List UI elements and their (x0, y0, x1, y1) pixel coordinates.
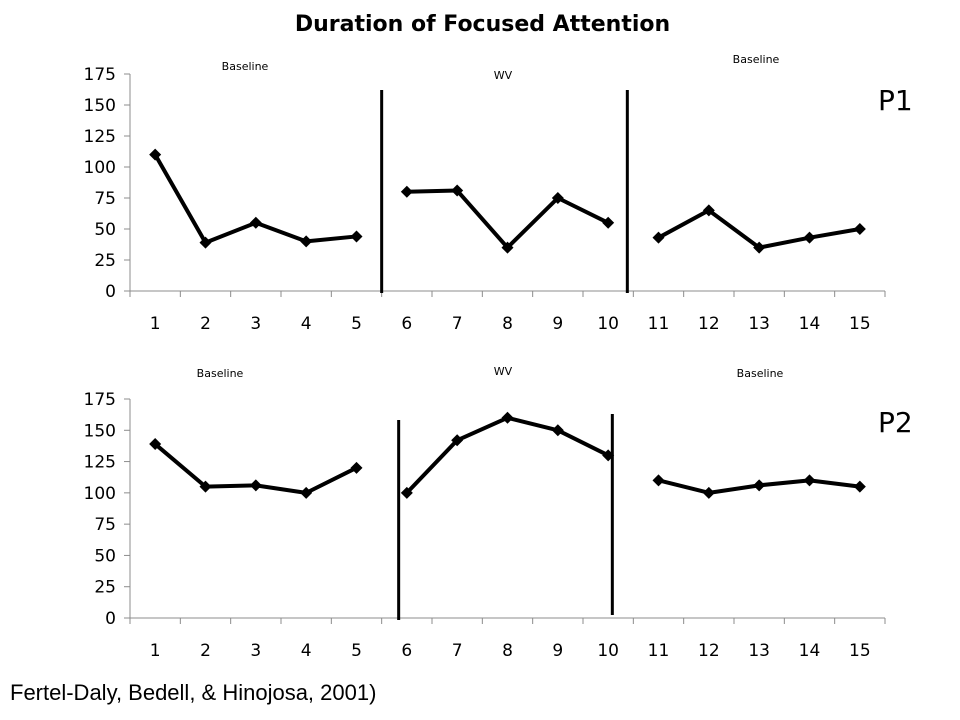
x-tick-label: 3 (250, 641, 261, 661)
x-tick-label: 11 (648, 641, 670, 661)
data-point (753, 479, 766, 492)
y-tick-label: 150 (84, 421, 116, 441)
x-tick-label: 13 (748, 314, 770, 334)
x-tick-label: 4 (301, 314, 312, 334)
phase-label: WV (494, 365, 513, 378)
x-tick-label: 7 (452, 641, 463, 661)
x-tick-label: 5 (351, 314, 362, 334)
data-point (803, 474, 816, 487)
data-point (400, 486, 413, 499)
x-tick-label: 15 (849, 314, 871, 334)
x-tick-label: 12 (698, 641, 720, 661)
x-tick-label: 14 (799, 641, 821, 661)
phase-label: Baseline (737, 367, 784, 380)
x-tick-label: 14 (799, 314, 821, 334)
x-tick-label: 2 (200, 314, 211, 334)
phase-label: Baseline (197, 367, 244, 380)
x-tick-label: 9 (552, 641, 563, 661)
x-tick-label: 9 (552, 314, 563, 334)
x-tick-label: 6 (401, 314, 412, 334)
data-point (853, 223, 866, 235)
x-tick-label: 8 (502, 314, 513, 334)
y-tick-label: 175 (84, 65, 116, 85)
x-tick-label: 10 (597, 641, 619, 661)
y-tick-label: 25 (94, 578, 116, 598)
data-point (400, 185, 413, 198)
phase-label: WV (494, 69, 513, 82)
data-point (300, 235, 313, 248)
y-tick-label: 75 (94, 515, 116, 535)
series-line-segment (405, 415, 610, 495)
x-tick-label: 1 (150, 641, 161, 661)
panel-label: P2 (878, 406, 913, 439)
data-point (149, 148, 162, 161)
phase-label: Baseline (222, 60, 269, 73)
y-tick-label: 0 (105, 609, 116, 629)
chart-title: Duration of Focused Attention (294, 12, 671, 37)
series-line-segment (406, 188, 610, 250)
y-tick-label: 175 (84, 390, 116, 410)
data-point (300, 486, 313, 499)
data-point (702, 204, 715, 217)
x-tick-label: 15 (849, 641, 871, 661)
x-tick-label: 2 (200, 641, 211, 661)
y-tick-label: 50 (94, 546, 116, 566)
y-tick-label: 125 (84, 127, 116, 147)
data-point (753, 241, 766, 254)
data-point (249, 479, 262, 492)
x-tick-label: 11 (648, 314, 670, 334)
data-point (853, 480, 866, 493)
data-point (602, 216, 615, 229)
data-point (350, 461, 363, 474)
y-tick-label: 100 (84, 158, 116, 178)
phase-label: Baseline (733, 53, 780, 66)
y-tick-label: 125 (84, 453, 116, 473)
data-point (451, 434, 464, 447)
y-tick-label: 0 (105, 282, 116, 302)
panel-label: P1 (878, 84, 913, 117)
data-point (702, 486, 715, 499)
data-point (451, 184, 464, 197)
series-line-segment (153, 153, 357, 245)
data-point (501, 411, 514, 424)
data-point (350, 230, 363, 243)
x-tick-label: 4 (301, 641, 312, 661)
x-tick-label: 10 (597, 314, 619, 334)
x-tick-label: 3 (250, 314, 261, 334)
data-point (199, 480, 212, 493)
y-tick-label: 150 (84, 96, 116, 116)
data-point (199, 236, 212, 249)
x-tick-label: 13 (748, 641, 770, 661)
data-point (249, 216, 262, 229)
data-point (652, 231, 665, 244)
x-tick-label: 8 (502, 641, 513, 661)
y-tick-label: 75 (94, 189, 116, 209)
x-tick-label: 6 (401, 641, 412, 661)
x-tick-label: 1 (150, 314, 161, 334)
y-tick-label: 100 (84, 484, 116, 504)
x-tick-label: 7 (452, 314, 463, 334)
citation: Fertel-Daly, Bedell, & Hinojosa, 2001) (10, 680, 377, 705)
data-point (551, 424, 564, 437)
x-tick-label: 5 (351, 641, 362, 661)
data-point (501, 241, 514, 254)
data-point (602, 449, 615, 462)
y-tick-label: 25 (94, 251, 116, 271)
data-point (652, 474, 665, 487)
data-point (803, 231, 816, 244)
y-tick-label: 50 (94, 220, 116, 240)
x-tick-label: 12 (698, 314, 720, 334)
data-point (551, 192, 564, 204)
data-point (149, 438, 162, 451)
